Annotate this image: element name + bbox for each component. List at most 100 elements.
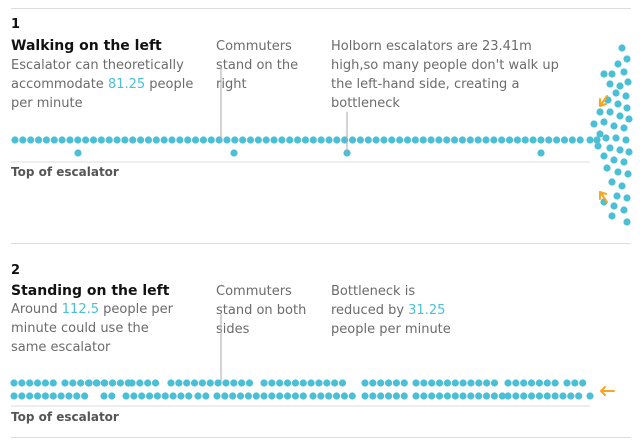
panel2-top-row-dot: [108, 379, 117, 387]
panel2-bottom-row-dot: [520, 392, 528, 400]
panel2-top-row-dot: [307, 379, 315, 387]
panel2-desc-pre: Around: [11, 302, 62, 317]
panel1-standing-dot: [113, 136, 121, 144]
panel1-heading: Walking on the left: [11, 38, 162, 54]
panel1-standing-dot: [482, 136, 490, 144]
panel1-crowd-dot: [603, 164, 611, 172]
panel1-arrow-icon: [599, 95, 608, 107]
panel2-bottom-row-dot: [428, 392, 436, 400]
panel1-standing-dot: [490, 136, 498, 144]
panel2-axis-label: Top of escalator: [11, 410, 119, 424]
panel1-standing-dot: [403, 136, 412, 144]
panel2-top-row-dot: [128, 379, 136, 387]
panel1-annotation-right: Commuters stand on the right: [216, 39, 299, 92]
panel1-standing-dot: [568, 136, 576, 144]
panel2-top-row-dot: [338, 379, 347, 387]
panel1-crowd-dot: [610, 122, 618, 130]
panel1-standing-dot: [105, 136, 113, 144]
panel1-crowd-dot: [614, 100, 622, 108]
panel1-crowd-dot: [623, 194, 631, 202]
panel2-bottom-row-dot: [361, 392, 369, 400]
panel2-top-row-dot: [85, 379, 93, 387]
panel2-top-row-dot: [10, 379, 18, 387]
panel2-top-row-dot: [167, 379, 175, 387]
panel1-crowd-dot: [600, 152, 608, 160]
panel2-bottom-row-dot: [498, 392, 506, 400]
panel2-top-row-dot: [459, 379, 467, 387]
panel2-top-row-dot: [490, 379, 499, 387]
panel2-bottom-row-dot: [535, 392, 544, 400]
panel1-number: 1: [11, 17, 21, 32]
top-rule: [11, 8, 631, 9]
panel2-top-row-dot: [361, 379, 369, 387]
panel2-bottom-row-dot: [236, 392, 245, 400]
panel1-crowd-dot: [620, 68, 628, 76]
panel2-bottom-row-dot: [340, 392, 348, 400]
panel2-bottom-row-dot: [41, 392, 50, 400]
panel2-heading: Standing on the left: [11, 283, 170, 299]
panel2-bottom-row-dot: [527, 392, 536, 400]
panel1-standing-dot: [215, 136, 223, 144]
panel2-bottom-row-dot: [221, 392, 229, 400]
panel1-standing-dot: [505, 136, 514, 144]
panel2-bottom-row-dot: [260, 392, 268, 400]
panel1-standing-dot: [74, 136, 82, 144]
panel2-top-row-dot: [571, 379, 579, 387]
panel1-standing-dot: [427, 136, 435, 144]
panel2-top-row-dot: [116, 379, 124, 387]
panel1-standing-dot: [356, 136, 364, 144]
panel2-bottom-row-dot: [65, 392, 73, 400]
panel2-top-row-dot: [245, 379, 254, 387]
panel2-top-row-dot: [435, 379, 444, 387]
panel2-top-row-dot: [543, 379, 551, 387]
panel1-standing-dot: [176, 136, 184, 144]
panel2-top-row-dot: [214, 379, 222, 387]
panel1-crowd-dot: [593, 136, 601, 144]
panel1-standing-dot: [254, 136, 262, 144]
panel1-standing-dot: [529, 136, 537, 144]
panel2-top-row-dot: [331, 379, 339, 387]
panel2-top-row-dot: [268, 379, 276, 387]
panel2-number: 2: [11, 263, 21, 278]
panel2-top-row-dot: [276, 379, 284, 387]
panel2-bottom-row-dot: [244, 392, 252, 400]
panel1-crowd-dot: [622, 136, 630, 144]
panel1-crowd-dot: [624, 170, 632, 178]
panel1-standing-dot: [82, 136, 90, 144]
panel2-bottom-row-dot: [482, 392, 491, 400]
panel1-crowd-dot: [616, 82, 624, 90]
panel2-bottom-row-dot: [100, 392, 108, 400]
panel2-annotation-reduced: Bottleneck is reduced by 31.25 people pe…: [331, 282, 471, 339]
panel1-crowd-dot: [602, 134, 610, 142]
panel1-crowd-dot: [610, 156, 618, 164]
panel1-standing-dot: [419, 136, 427, 144]
panel1-standing-dot: [388, 136, 396, 144]
panel2-top-row-dot: [369, 379, 377, 387]
panel1-standing-dot: [278, 136, 286, 144]
panel2-bottom-row-dot: [412, 392, 420, 400]
panel1-crowd-dot: [623, 104, 631, 112]
panel2-top-row-dot: [504, 379, 512, 387]
panel1-standing-dot: [309, 136, 317, 144]
panel1-standing-dot: [42, 136, 51, 144]
panel2-top-row-dot: [283, 379, 292, 387]
panel2-top-row-dot: [49, 379, 57, 387]
panel2-bottom-row-dot: [26, 392, 34, 400]
panel1-standing-dot: [58, 136, 66, 144]
panel2-top-row-dot: [400, 379, 408, 387]
panel2-top-row-dot: [535, 379, 544, 387]
panel2-bottom-row-dot: [377, 392, 385, 400]
panel2-top-row-dot: [483, 379, 491, 387]
panel1-standing-dot: [152, 136, 160, 144]
panel2-top-row-dot: [299, 379, 307, 387]
panel2-bottom-row-dot: [459, 392, 467, 400]
panel2-bottom-row-dot: [475, 392, 483, 400]
panel2-top-row-dot: [291, 379, 299, 387]
panel1-standing-dot: [50, 136, 58, 144]
panel1-crowd-dot: [625, 115, 633, 123]
panel1-standing-dot: [294, 136, 302, 144]
panel2-top-row-dot: [18, 379, 26, 387]
panel1-description: Escalator can theoretically accommodate …: [11, 56, 201, 113]
panel2-top-row-dot: [323, 379, 331, 387]
panel1-standing-dot: [246, 136, 255, 144]
